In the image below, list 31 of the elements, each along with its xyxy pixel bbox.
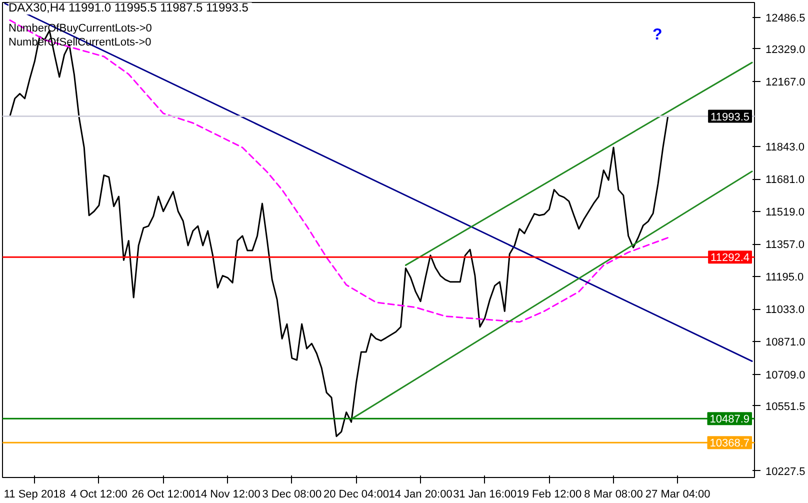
annotation: DAX30,H4 11991.0 11995.5 11987.5 11993.5 (8, 0, 249, 14)
y-tick-label: 10709.0 (766, 369, 806, 382)
x-tick-label: 14 Nov 12:00 (194, 488, 260, 500)
y-tick-label: 12486.5 (766, 12, 806, 24)
x-tick-label: 31 Jan 16:00 (453, 488, 517, 500)
y-tick-label: 11681.0 (766, 174, 804, 186)
x-tick-label: 14 Jan 20:00 (388, 488, 452, 500)
y-tick-label: 11357.0 (766, 239, 804, 252)
y-tick-label: 12167.0 (766, 76, 806, 88)
line-series (9, 19, 669, 323)
x-tick-label: 11 Sep 2018 (4, 488, 66, 500)
ref-line-label: 10487.9 (710, 414, 750, 426)
x-tick-label: 19 Feb 12:00 (516, 488, 582, 500)
x-tick-label: 4 Oct 12:00 (70, 488, 128, 500)
y-tick-label: 10227.5 (766, 466, 806, 478)
x-tick-label: 8 Mar 08:00 (584, 488, 643, 500)
y-tick-label: 11843.0 (766, 142, 804, 154)
ref-line-label: 10368.7 (710, 438, 750, 450)
annotation: ? (652, 26, 662, 44)
ref-line-label: 11993.5 (710, 111, 750, 124)
x-tick-label: 3 Dec 08:00 (262, 488, 322, 500)
ref-line-label: 11292.4 (710, 252, 750, 264)
x-tick-label: 27 Mar 04:00 (645, 488, 710, 500)
y-tick-label: 10551.5 (766, 400, 806, 413)
y-tick-label: 11195.0 (766, 272, 804, 284)
x-tick-label: 26 Oct 12:00 (132, 488, 195, 500)
y-tick-label: 10871.0 (766, 336, 806, 349)
y-tick-label: 11033.0 (766, 304, 804, 316)
x-tick-label: 20 Dec 04:00 (324, 488, 389, 500)
y-tick-label: 11519.0 (766, 206, 804, 219)
y-tick-label: 12329.0 (766, 44, 806, 56)
